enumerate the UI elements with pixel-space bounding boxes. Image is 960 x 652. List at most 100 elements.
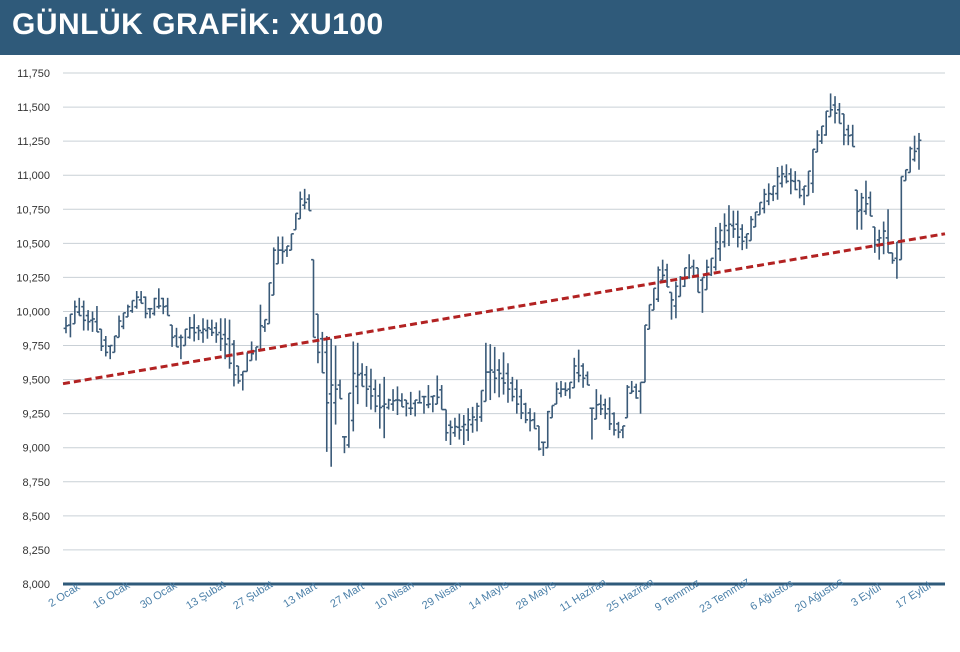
y-tick-label: 9,250 — [22, 409, 50, 421]
price-bar — [359, 363, 365, 388]
y-tick-label: 9,000 — [22, 443, 50, 455]
y-tick-label: 8,500 — [22, 511, 50, 523]
y-tick-label: 9,750 — [22, 341, 50, 353]
price-bar — [523, 402, 529, 424]
price-bar — [364, 365, 369, 407]
price-bar — [337, 379, 343, 400]
y-tick-label: 10,500 — [16, 238, 50, 250]
y-tick-label: 11,500 — [17, 102, 50, 114]
price-bar — [549, 404, 555, 419]
price-bar — [903, 168, 909, 182]
price-bar — [642, 324, 648, 384]
price-bar — [426, 385, 431, 409]
price-bar — [134, 291, 140, 309]
price-bar — [169, 324, 175, 347]
price-bar — [739, 224, 745, 251]
price-bar — [753, 211, 758, 228]
price-bar — [554, 382, 559, 405]
price-bar — [744, 232, 750, 249]
price-bar — [209, 319, 215, 336]
x-tick-label: 20 Ağustos — [793, 576, 846, 615]
price-bar — [474, 402, 480, 432]
price-bar — [253, 346, 259, 361]
price-bar — [143, 296, 148, 319]
price-bar — [421, 395, 427, 414]
price-bar — [501, 352, 506, 395]
price-bar — [138, 291, 144, 305]
price-bar — [284, 245, 290, 257]
price-bar — [218, 318, 224, 351]
price-bar — [638, 381, 643, 414]
price-bar — [302, 188, 308, 210]
price-bar — [532, 412, 537, 430]
price-bar — [107, 344, 113, 360]
price-bar — [72, 300, 78, 325]
price-bar — [916, 132, 922, 170]
x-tick-label: 23 Temmuz — [698, 575, 752, 615]
price-bar — [266, 282, 272, 325]
price-bar — [536, 425, 542, 451]
y-tick-label: 9,500 — [22, 375, 50, 387]
price-bar — [280, 236, 285, 264]
price-bar — [452, 417, 458, 437]
price-bar — [801, 185, 807, 206]
trend-line — [62, 232, 946, 386]
price-bar — [700, 276, 705, 313]
header-bar: GÜNLÜK GRAFİK: XU100 — [0, 0, 960, 55]
price-bar — [328, 338, 334, 467]
price-bar — [890, 252, 895, 264]
price-bar — [823, 110, 829, 136]
price-bar — [439, 385, 445, 411]
price-bar — [470, 406, 476, 433]
price-bar — [103, 335, 109, 357]
price-bar — [624, 385, 630, 419]
price-bar — [567, 381, 573, 399]
price-bar — [275, 236, 281, 265]
price-bar — [885, 209, 891, 254]
price-bar — [576, 349, 582, 383]
price-bar — [94, 306, 100, 333]
price-bar — [174, 327, 179, 348]
price-bar — [894, 241, 900, 279]
y-tick-label: 10,750 — [16, 204, 50, 216]
price-bar — [311, 258, 316, 339]
price-bar — [151, 297, 157, 316]
price-bar — [381, 376, 387, 439]
price-bar — [620, 425, 626, 439]
price-bar — [695, 267, 701, 294]
price-bar — [90, 311, 95, 332]
price-bar — [443, 408, 449, 441]
ohlc-chart: 8,000 8,250 8,500 8,750 9,000 9,250 9,500 9,750… — [16, 68, 946, 616]
price-bar — [213, 322, 219, 343]
price-bar — [651, 287, 657, 311]
price-bar — [368, 368, 374, 410]
price-bar — [527, 408, 533, 432]
price-bar — [395, 386, 400, 416]
price-bar — [629, 380, 635, 395]
price-bar — [850, 124, 856, 148]
price-bar — [165, 297, 171, 317]
price-bar — [730, 210, 736, 238]
x-tick-label: 25 Haziran — [605, 576, 656, 614]
price-bar — [792, 171, 798, 191]
price-bar — [342, 436, 347, 454]
price-bar — [496, 359, 502, 398]
price-bar — [403, 399, 409, 417]
price-bar — [244, 351, 250, 373]
price-bar — [669, 291, 674, 320]
price-bar — [660, 259, 666, 281]
price-bar — [492, 346, 498, 394]
price-bar — [580, 363, 586, 388]
price-bar — [717, 222, 723, 262]
price-bar — [912, 135, 917, 162]
price-bar — [673, 281, 679, 319]
price-bar — [461, 415, 467, 446]
price-bar — [160, 297, 166, 315]
x-axis-labels: 2 Ocak 16 Ocak 30 Ocak 13 Şubat 27 Şubat 13 M… — [46, 575, 933, 615]
price-bar — [540, 441, 546, 456]
price-bar — [125, 304, 131, 318]
price-bar — [112, 335, 118, 354]
price-bar — [147, 307, 153, 319]
price-bar — [205, 319, 210, 339]
price-bar — [121, 312, 126, 330]
